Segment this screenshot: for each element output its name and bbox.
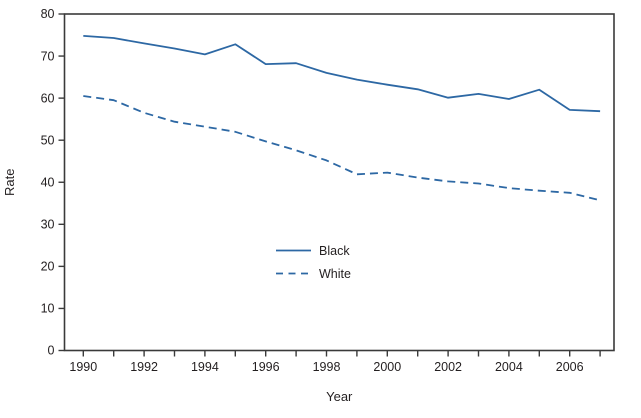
y-axis-tick-label: 10 <box>41 302 55 316</box>
x-axis-tick-label: 1992 <box>130 360 158 374</box>
y-axis-tick-label: 0 <box>48 344 55 358</box>
y-axis-tick-label: 70 <box>41 49 55 63</box>
y-axis-tick-label: 40 <box>41 175 55 189</box>
x-axis-tick-label: 2002 <box>434 360 462 374</box>
legend-label-white: White <box>319 267 351 281</box>
plot-frame <box>63 13 615 352</box>
y-axis-tick-label: 20 <box>41 260 55 274</box>
legend-label-black: Black <box>319 244 350 258</box>
x-axis-tick-label: 2004 <box>495 360 523 374</box>
series-black-line <box>83 35 601 113</box>
series-white-line <box>83 95 601 202</box>
x-axis-tick-label: 1990 <box>69 360 97 374</box>
x-axis-tick-label: 1998 <box>313 360 341 374</box>
y-axis-tick-label: 50 <box>41 133 55 147</box>
x-axis-tick-label: 2000 <box>373 360 401 374</box>
y-axis-tick-label: 30 <box>41 218 55 232</box>
x-axis-title: Year <box>326 389 353 404</box>
x-axis-tick-label: 1994 <box>191 360 219 374</box>
y-axis-title: Rate <box>2 169 17 196</box>
x-axis-tick-label: 1996 <box>252 360 280 374</box>
y-axis-tick-label: 60 <box>41 91 55 105</box>
x-axis-tick-label: 2006 <box>556 360 584 374</box>
y-axis-tick-label: 80 <box>41 7 55 21</box>
